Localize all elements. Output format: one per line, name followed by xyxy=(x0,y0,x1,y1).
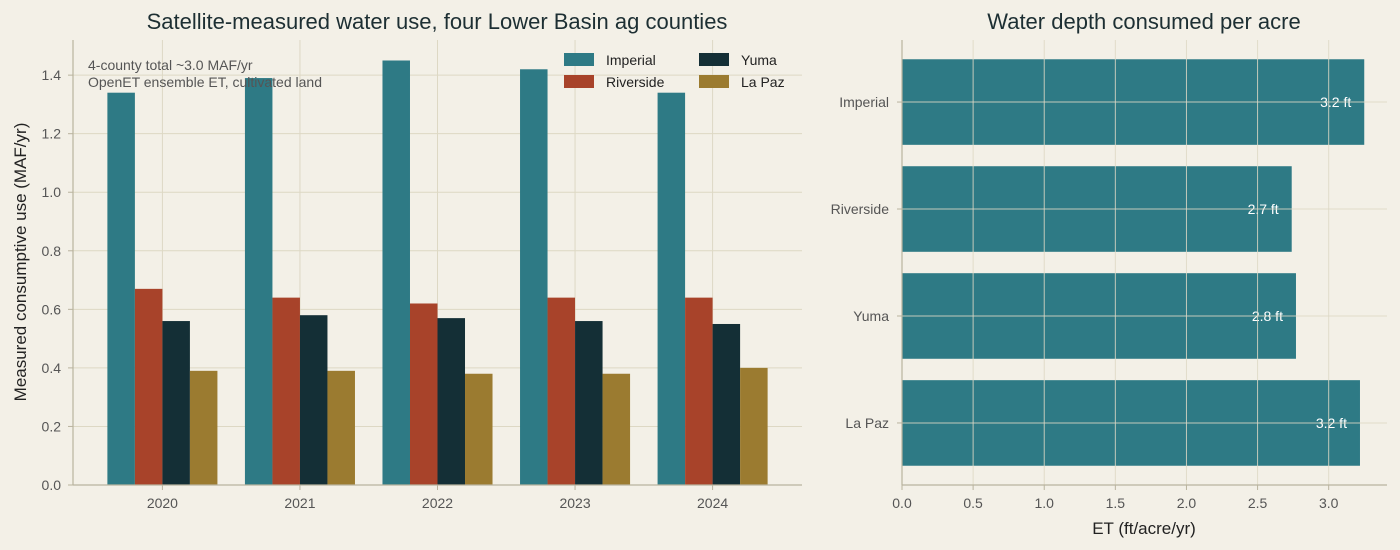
legend-swatch-la-paz xyxy=(699,75,729,88)
bar-yuma-2020 xyxy=(162,321,190,485)
bar-yuma-2022 xyxy=(437,318,466,485)
bar-imperial-2022 xyxy=(382,60,410,486)
right-y-tick-label: Riverside xyxy=(831,201,890,217)
right-x-ticks: 0.0 0.5 1.0 1.5 2.0 2.5 3.0 xyxy=(892,485,1339,511)
bar-riverside-2021 xyxy=(272,297,300,485)
right-y-tick-label: La Paz xyxy=(845,415,889,431)
right-y-tick-label: Imperial xyxy=(839,94,889,110)
bar-riverside-2024 xyxy=(685,297,713,485)
left-y-tick-label: 0.0 xyxy=(42,477,62,493)
bar-riverside-2020 xyxy=(134,288,163,485)
left-x-tick-label: 2024 xyxy=(697,495,728,511)
right-x-axis-label: ET (ft/acre/yr) xyxy=(1092,519,1196,538)
left-x-ticks: 2020 2021 2022 2023 2024 xyxy=(147,485,728,511)
right-x-tick-label: 3.0 xyxy=(1319,495,1339,511)
bar-la-paz-2020 xyxy=(189,370,218,485)
bar-riverside-2022 xyxy=(409,303,438,485)
right-x-tick-label: 0.0 xyxy=(892,495,912,511)
left-x-tick-label: 2022 xyxy=(422,495,453,511)
left-x-tick-label: 2021 xyxy=(284,495,315,511)
right-grid xyxy=(901,40,1387,485)
right-x-tick-label: 1.0 xyxy=(1034,495,1054,511)
left-y-tick-label: 0.6 xyxy=(42,301,62,317)
bar-riverside-2023 xyxy=(547,297,576,485)
bar-yuma-2023 xyxy=(575,321,603,485)
bar-la-paz-2021 xyxy=(327,370,355,485)
left-y-tick-label: 1.2 xyxy=(42,126,62,142)
bar-la-paz-2023 xyxy=(602,373,631,485)
left-x-tick-label: 2020 xyxy=(147,495,178,511)
left-y-tick-label: 0.8 xyxy=(42,243,62,259)
legend-swatch-yuma xyxy=(699,53,729,66)
bar-imperial-2024 xyxy=(657,92,686,486)
legend: Imperial Riverside Yuma La Paz xyxy=(564,52,785,90)
legend-label-riverside: Riverside xyxy=(606,74,665,90)
bar-la-paz-2022 xyxy=(465,373,493,485)
left-y-tick-label: 1.4 xyxy=(42,67,62,83)
legend-label-yuma: Yuma xyxy=(741,52,777,68)
legend-swatch-riverside xyxy=(564,75,594,88)
left-chart-title: Satellite-measured water use, four Lower… xyxy=(147,9,728,34)
right-y-tick-label: Yuma xyxy=(853,308,889,324)
left-y-tick-label: 1.0 xyxy=(42,184,62,200)
left-x-tick-label: 2023 xyxy=(559,495,590,511)
annotation-line-1: 4-county total ~3.0 MAF/yr xyxy=(88,57,253,73)
left-y-tick-label: 0.4 xyxy=(42,360,62,376)
left-bars xyxy=(107,60,768,486)
right-chart: Water depth consumed per acre 3.2 ft2.7 … xyxy=(831,9,1387,538)
legend-swatch-imperial xyxy=(564,53,594,66)
bar-imperial-2023 xyxy=(520,69,548,486)
bar-yuma-2024 xyxy=(712,323,741,485)
left-chart: Satellite-measured water use, four Lower… xyxy=(11,9,802,511)
left-y-tick-label: 0.2 xyxy=(42,418,62,434)
right-chart-title: Water depth consumed per acre xyxy=(987,9,1300,34)
left-y-ticks: 0.0 0.2 0.4 0.6 0.8 1.0 1.2 1.4 xyxy=(42,67,73,493)
bar-yuma-2021 xyxy=(299,315,328,485)
legend-label-la-paz: La Paz xyxy=(741,74,785,90)
right-x-tick-label: 1.5 xyxy=(1106,495,1126,511)
bar-imperial-2020 xyxy=(107,92,135,486)
right-y-ticks: Imperial Riverside Yuma La Paz xyxy=(831,94,902,431)
right-x-tick-label: 2.0 xyxy=(1177,495,1197,511)
legend-label-imperial: Imperial xyxy=(606,52,656,68)
right-x-tick-label: 0.5 xyxy=(963,495,983,511)
right-x-tick-label: 2.5 xyxy=(1248,495,1268,511)
bar-la-paz-2024 xyxy=(740,367,768,485)
left-y-axis-label: Measured consumptive use (MAF/yr) xyxy=(11,123,30,402)
annotation-line-2: OpenET ensemble ET, cultivated land xyxy=(88,74,322,90)
bar-imperial-2021 xyxy=(244,78,273,486)
right-bars: 3.2 ft2.7 ft2.8 ft3.2 ft xyxy=(902,59,1365,466)
